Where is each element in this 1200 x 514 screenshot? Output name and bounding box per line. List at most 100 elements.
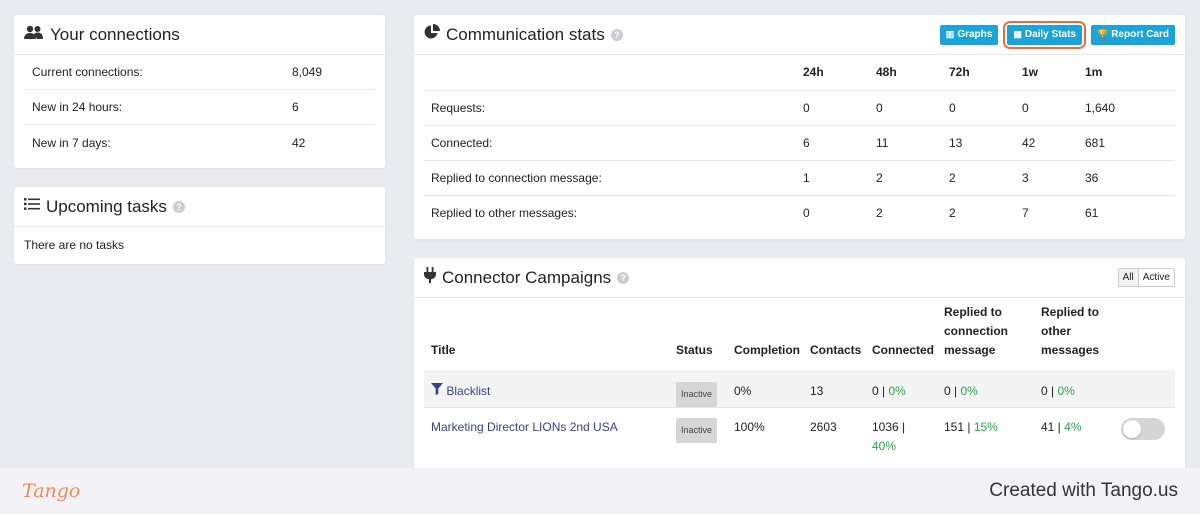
tasks-card: Upcoming tasks ? There are no tasks xyxy=(14,187,385,264)
stats-cell: 0 xyxy=(949,89,1022,125)
tango-logo: Tango xyxy=(22,480,81,502)
col-actions xyxy=(1121,298,1175,371)
col-replied-connection[interactable]: Replied to connection message xyxy=(944,298,1041,371)
col-contacts[interactable]: Contacts xyxy=(810,342,862,357)
col-title[interactable]: Title xyxy=(431,342,456,357)
campaigns-card: Connector Campaigns ? All Active Title S… xyxy=(414,258,1185,478)
table-row: Blacklist Inactive 0% 13 0 | 0% 0 | 0% 0… xyxy=(424,370,1175,407)
status-badge: Inactive xyxy=(676,417,718,443)
stats-title: Communication stats xyxy=(446,24,605,44)
percent: 40% xyxy=(872,438,897,453)
trophy-icon: 🏆 xyxy=(1096,29,1109,39)
help-icon[interactable]: ? xyxy=(610,28,623,41)
status-cell: Inactive xyxy=(676,406,734,460)
header-line: Replied to xyxy=(944,304,1003,319)
header-line: other xyxy=(1041,323,1071,338)
stats-row: Connected: 6 11 13 42 681 xyxy=(424,124,1175,160)
stats-cell: 36 xyxy=(1085,159,1175,195)
connections-card: Your connections Current connections: 8,… xyxy=(14,15,385,168)
connected-cell: 1036 | 40% xyxy=(872,406,944,460)
connected-cell: 0 | 0% xyxy=(872,370,944,407)
contacts-cell: 13 xyxy=(810,370,872,407)
graphs-button[interactable]: ▥ Graphs xyxy=(939,24,999,45)
stats-col-header: 1w xyxy=(1022,65,1039,80)
replied-other-cell: 0 | 0% xyxy=(1041,370,1121,407)
col-replied-other[interactable]: Replied to other messages xyxy=(1041,298,1121,371)
connections-label: New in 24 hours: xyxy=(32,100,123,114)
stats-cell: 2 xyxy=(876,159,949,195)
percent: 15% xyxy=(973,419,998,434)
stats-row: Replied to connection message: 1 2 2 3 3… xyxy=(424,159,1175,195)
tango-footer: Tango Created with Tango.us xyxy=(0,468,1200,514)
created-with-text: Created with Tango.us xyxy=(989,480,1178,501)
header-line: Replied to xyxy=(1041,304,1100,319)
stats-cell: 2 xyxy=(949,159,1022,195)
campaign-title-cell: Marketing Director LIONs 2nd USA xyxy=(424,406,676,460)
filter-active-button[interactable]: Active xyxy=(1142,272,1170,283)
stats-cell: 11 xyxy=(876,124,949,160)
stats-row-label: Replied to other messages: xyxy=(424,194,803,230)
stats-cell: 7 xyxy=(1022,194,1085,230)
stats-card: Communication stats ? ▥ Graphs ▦ Daily S… xyxy=(414,15,1185,239)
campaign-title-link[interactable]: Marketing Director LIONs 2nd USA xyxy=(431,419,618,434)
stats-cell: 0 xyxy=(803,194,876,230)
filter-icon xyxy=(431,382,443,398)
report-card-button[interactable]: 🏆 Report Card xyxy=(1090,24,1175,45)
count: 0 | xyxy=(944,383,961,398)
stats-cell: 13 xyxy=(949,124,1022,160)
stats-header-row: 24h 48h 72h 1w 1m xyxy=(424,55,1175,90)
col-completion[interactable]: Completion xyxy=(734,342,800,357)
stats-cell: 61 xyxy=(1085,194,1175,230)
campaigns-header: Connector Campaigns ? All Active xyxy=(414,258,1185,298)
campaign-title-cell: Blacklist xyxy=(424,370,676,407)
table-row: Marketing Director LIONs 2nd USA Inactiv… xyxy=(424,406,1175,460)
campaign-title-link[interactable]: Blacklist xyxy=(446,383,491,398)
completion-cell: 100% xyxy=(734,406,810,460)
stats-cell: 3 xyxy=(1022,159,1085,195)
col-connected[interactable]: Connected xyxy=(872,342,935,357)
connections-row: New in 7 days: 42 xyxy=(24,125,375,160)
connections-title: Your connections xyxy=(50,24,180,44)
campaigns-header-row: Title Status Completion Contacts Connect… xyxy=(424,298,1175,371)
stats-cell: 2 xyxy=(949,194,1022,230)
stats-row-label: Requests: xyxy=(424,89,803,125)
help-icon[interactable]: ? xyxy=(172,200,185,213)
bar-chart-icon: ▥ xyxy=(945,29,955,39)
campaigns-title: Connector Campaigns xyxy=(442,267,612,287)
pie-chart-icon xyxy=(424,24,440,45)
stats-cell: 1 xyxy=(803,159,876,195)
stats-button-group: ▥ Graphs ▦ Daily Stats 🏆 Report Card xyxy=(939,20,1175,49)
replied-connection-cell: 0 | 0% xyxy=(944,370,1041,407)
stats-table: 24h 48h 72h 1w 1m Requests: 0 0 0 0 1,64… xyxy=(424,55,1175,230)
table-icon: ▦ xyxy=(1013,29,1022,39)
replied-other-cell: 41 | 4% xyxy=(1041,406,1121,460)
daily-stats-button[interactable]: ▦ Daily Stats xyxy=(1007,24,1082,45)
stats-col-header: 72h xyxy=(949,65,970,80)
campaign-active-toggle[interactable] xyxy=(1121,417,1165,440)
connections-label: New in 7 days: xyxy=(32,135,111,150)
stats-cell: 2 xyxy=(876,194,949,230)
tasks-empty-message: There are no tasks xyxy=(24,238,125,252)
col-status[interactable]: Status xyxy=(676,342,713,357)
connections-value: 6 xyxy=(292,100,299,114)
stats-col-header: 48h xyxy=(876,65,897,80)
header-line: messages xyxy=(1041,342,1100,357)
count: 0 | xyxy=(872,383,889,398)
header-line: message xyxy=(944,342,996,357)
filter-all-button[interactable]: All xyxy=(1118,269,1139,286)
status-badge: Inactive xyxy=(676,381,718,407)
help-icon[interactable]: ? xyxy=(617,271,630,284)
count: 0 | xyxy=(1041,383,1058,398)
contacts-cell: 2603 xyxy=(810,406,872,460)
stats-cell: 1,640 xyxy=(1085,89,1175,125)
stats-cell: 0 xyxy=(1022,89,1085,125)
stats-row-label: Replied to connection message: xyxy=(424,159,803,195)
percent: 4% xyxy=(1064,419,1082,434)
percent: 0% xyxy=(888,383,906,398)
stats-col-header: 24h xyxy=(803,65,824,80)
stats-col-header xyxy=(424,55,803,90)
connections-row: New in 24 hours: 6 xyxy=(24,90,375,125)
connections-header: Your connections xyxy=(14,15,385,55)
connections-value: 42 xyxy=(292,135,306,150)
stats-row: Requests: 0 0 0 0 1,640 xyxy=(424,89,1175,125)
